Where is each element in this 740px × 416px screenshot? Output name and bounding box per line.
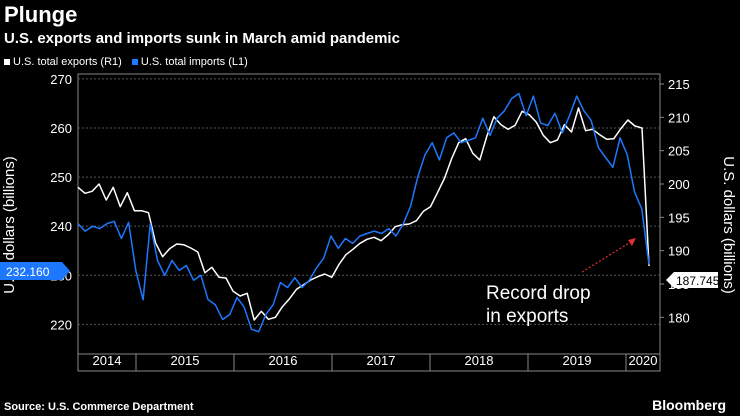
imports-last-value-badge: 232.160 bbox=[0, 262, 70, 280]
x-tick-2019: 2019 bbox=[563, 353, 592, 368]
right-tick-190: 190 bbox=[668, 244, 690, 259]
right-tick-215: 215 bbox=[668, 77, 690, 92]
left-tick-240: 240 bbox=[50, 219, 72, 234]
left-tick-270: 270 bbox=[50, 72, 72, 87]
annotation-arrow bbox=[581, 239, 635, 273]
left-axis-label: U.S. dollars (billions) bbox=[1, 156, 18, 294]
legend-label-imports: U.S. total imports (L1) bbox=[140, 56, 248, 68]
x-tick-2017: 2017 bbox=[367, 353, 396, 368]
right-axis-label: U.S. dollars (billions) bbox=[720, 156, 737, 294]
plot-border bbox=[77, 73, 661, 372]
chart-subtitle: U.S. exports and imports sunk in March a… bbox=[4, 30, 400, 47]
chart-title: Plunge bbox=[4, 2, 78, 27]
annotation-arrowhead bbox=[628, 238, 636, 246]
exports-line bbox=[77, 107, 650, 321]
imports-line bbox=[77, 92, 650, 333]
legend-swatch-exports bbox=[4, 59, 10, 65]
legend: U.S. total exports (R1) U.S. total impor… bbox=[4, 56, 248, 68]
right-tick-210: 210 bbox=[668, 110, 690, 125]
right-tick-180: 180 bbox=[668, 310, 690, 325]
brand-logo: Bloomberg bbox=[652, 397, 726, 413]
left-tick-250: 250 bbox=[50, 170, 72, 185]
x-tick-2015: 2015 bbox=[171, 353, 200, 368]
annotation-text-line1: Record drop bbox=[486, 283, 591, 304]
right-tick-205: 205 bbox=[668, 144, 690, 159]
right-tick-200: 200 bbox=[668, 177, 690, 192]
legend-item-exports: U.S. total exports (R1) bbox=[4, 56, 122, 68]
legend-item-imports: U.S. total imports (L1) bbox=[131, 56, 248, 68]
imports-last-value: 232.160 bbox=[6, 265, 50, 279]
annotation-text-line2: in exports bbox=[486, 306, 568, 327]
x-tick-2016: 2016 bbox=[269, 353, 298, 368]
legend-swatch-imports bbox=[131, 59, 138, 65]
left-tick-220: 220 bbox=[50, 317, 72, 332]
x-tick-2014: 2014 bbox=[93, 353, 122, 368]
x-tick-2020: 2020 bbox=[629, 353, 658, 368]
legend-label-exports: U.S. total exports (R1) bbox=[13, 56, 122, 68]
x-tick-2018: 2018 bbox=[465, 353, 494, 368]
left-tick-260: 260 bbox=[50, 121, 72, 136]
source-note: Source: U.S. Commerce Department bbox=[4, 401, 194, 413]
right-tick-195: 195 bbox=[668, 210, 690, 225]
exports-last-value-badge: 187.745 bbox=[666, 272, 720, 288]
exports-last-value: 187.745 bbox=[676, 274, 720, 288]
